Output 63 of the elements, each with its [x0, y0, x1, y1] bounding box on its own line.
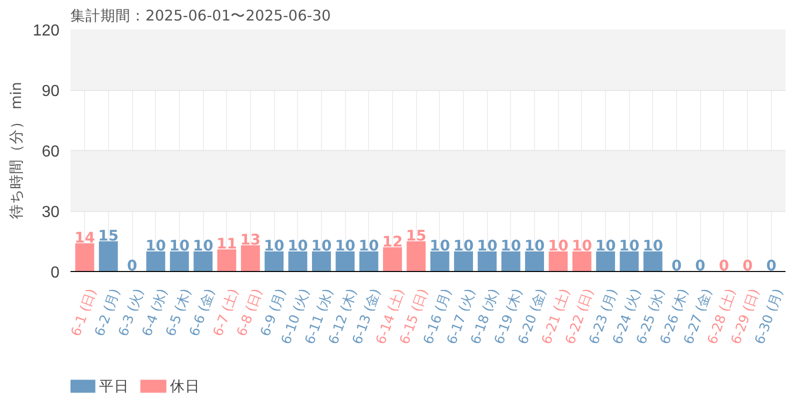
data-label: 0	[126, 258, 138, 274]
data-label: 10	[619, 237, 640, 254]
data-label: 12	[382, 233, 403, 250]
data-label: 10	[169, 237, 190, 254]
data-label: 10	[146, 237, 166, 254]
data-label: 10	[572, 237, 592, 254]
data-label: 10	[334, 237, 356, 254]
data-label: 10	[430, 237, 450, 254]
bar	[98, 241, 118, 272]
bar	[359, 251, 378, 272]
data-label: 10	[358, 237, 380, 254]
data-label: 10	[453, 237, 474, 254]
bar	[525, 251, 544, 272]
data-label: 10	[192, 237, 214, 254]
data-label: 10	[476, 237, 498, 254]
data-label: 10	[642, 237, 664, 254]
bar	[75, 243, 94, 272]
bar	[501, 251, 520, 272]
legend-label: 休日	[170, 378, 200, 395]
bar	[194, 251, 213, 272]
bar	[572, 251, 592, 272]
chart-title: 集計期間：2025-06-01〜2025-06-30	[70, 8, 331, 24]
bar	[312, 251, 331, 272]
bar	[146, 251, 166, 272]
bar	[596, 251, 616, 272]
data-label: 14	[74, 229, 95, 246]
y-tick-label: 0	[50, 264, 60, 282]
data-label: 11	[216, 235, 237, 252]
bar	[170, 251, 189, 272]
y-tick-label: 60	[42, 144, 60, 160]
y-axis-title: 待ち時間（分） min	[8, 82, 25, 220]
data-label: 10	[288, 237, 308, 254]
bar	[406, 241, 426, 272]
bar	[336, 251, 355, 272]
bar	[430, 251, 450, 272]
y-tick-label: 30	[42, 204, 60, 221]
data-label: 0	[766, 258, 776, 274]
data-label: 10	[264, 237, 284, 254]
data-label: 0	[695, 258, 706, 274]
data-label: 0	[742, 258, 753, 274]
bar	[643, 251, 662, 272]
data-label: 13	[240, 231, 261, 248]
data-label: 10	[500, 237, 522, 254]
data-label: 10	[548, 237, 568, 254]
bar	[288, 251, 308, 272]
bar	[548, 251, 568, 272]
y-tick-label: 90	[42, 83, 60, 100]
data-label: 15	[406, 227, 426, 244]
data-label: 0	[671, 258, 682, 274]
bar	[478, 251, 497, 272]
bar	[383, 247, 402, 272]
data-label: 0	[718, 258, 730, 274]
bar	[454, 251, 473, 272]
data-label: 10	[595, 237, 616, 254]
bar	[217, 249, 236, 272]
bar	[240, 245, 260, 272]
data-label: 15	[98, 227, 119, 244]
data-label: 10	[524, 237, 545, 254]
legend-label: 平日	[98, 378, 129, 395]
bar	[620, 251, 639, 272]
data-label: 10	[311, 237, 332, 254]
y-tick-label: 120	[32, 22, 60, 40]
bar	[264, 251, 284, 272]
